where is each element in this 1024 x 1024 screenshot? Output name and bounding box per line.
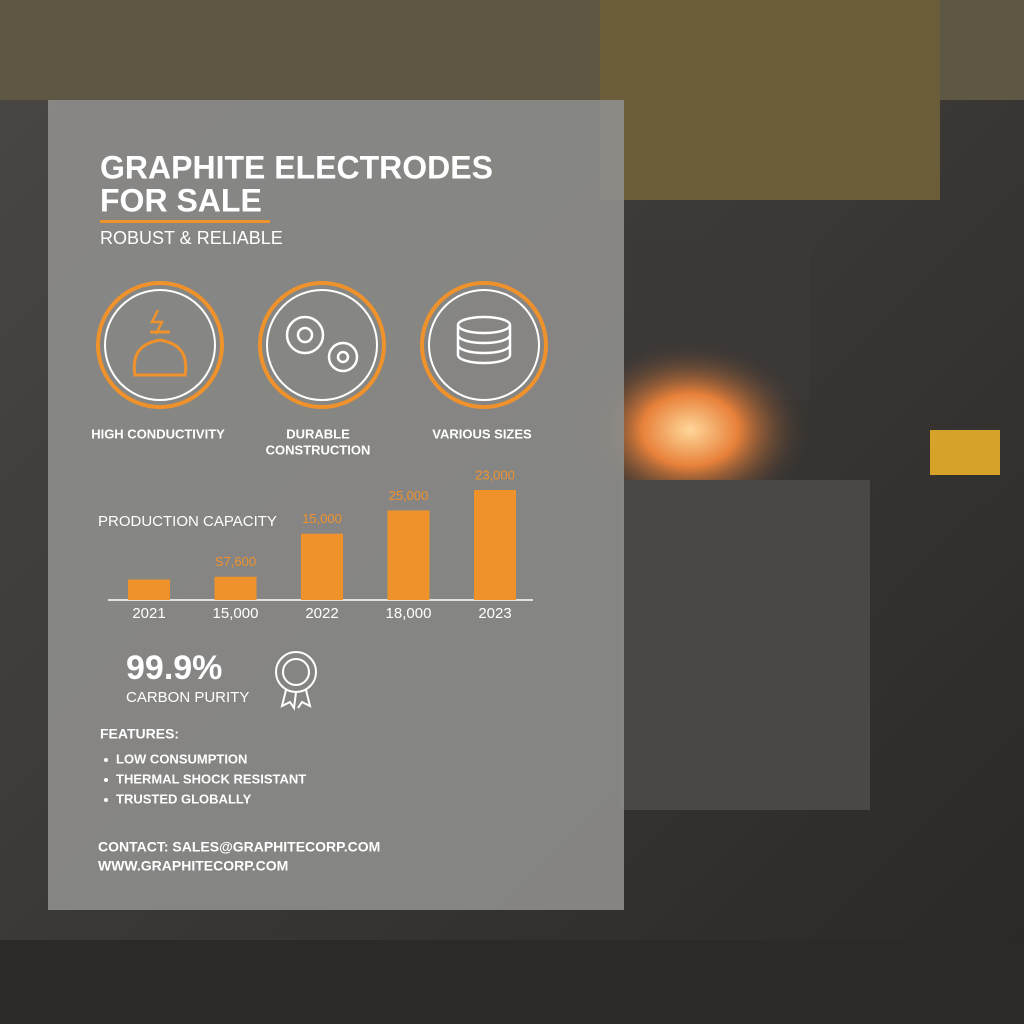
contact: WWW.GRAPHITECORP.COM bbox=[98, 858, 288, 874]
bar-annotation: S7,600 bbox=[215, 554, 256, 569]
icon-label: CONSTRUCTION bbox=[266, 442, 371, 457]
bar bbox=[128, 579, 170, 600]
bar bbox=[214, 576, 257, 600]
underline bbox=[100, 220, 270, 223]
floor bbox=[0, 940, 1024, 1024]
icon-label: VARIOUS SIZES bbox=[432, 426, 532, 441]
bar-annotation: 15,000 bbox=[302, 511, 342, 526]
stat-value: 99.9% bbox=[126, 649, 222, 687]
badge-icon bbox=[275, 651, 317, 711]
x-tick-label: 18,000 bbox=[386, 605, 432, 622]
icon-rings bbox=[96, 281, 548, 409]
gears-icon bbox=[285, 315, 359, 373]
x-tick-label: 2022 bbox=[305, 605, 338, 622]
stat-label: CARBON PURITY bbox=[126, 689, 249, 706]
bar-annotation: 23,000 bbox=[475, 467, 515, 482]
bar bbox=[474, 490, 516, 600]
conductivity-icon bbox=[132, 309, 188, 377]
title: FOR SALE bbox=[100, 182, 262, 218]
feature-item: TRUSTED GLOBALLY bbox=[116, 791, 252, 806]
panel bbox=[48, 100, 624, 910]
x-tick-label: 2023 bbox=[478, 605, 511, 622]
machinery bbox=[600, 0, 940, 200]
subtitle: ROBUST & RELIABLE bbox=[100, 228, 283, 248]
title: GRAPHITE ELECTRODES bbox=[100, 149, 493, 185]
contact: CONTACT: SALES@GRAPHITECORP.COM bbox=[98, 839, 380, 855]
features-heading: FEATURES: bbox=[100, 726, 179, 742]
bar-annotation: 25,000 bbox=[389, 488, 429, 503]
x-tick-label: 15,000 bbox=[213, 605, 259, 622]
feature-item: THERMAL SHOCK RESISTANT bbox=[116, 771, 306, 786]
x-tick-label: 2021 bbox=[132, 605, 165, 622]
bullets bbox=[104, 758, 108, 802]
bar bbox=[301, 533, 343, 600]
machinery bbox=[930, 430, 1000, 475]
icon-label: HIGH CONDUCTIVITY bbox=[91, 426, 225, 441]
icon-label: DURABLE bbox=[286, 426, 350, 441]
bar bbox=[387, 510, 430, 600]
furnace-glow bbox=[570, 340, 810, 520]
sizes-icon bbox=[456, 315, 512, 365]
furnace bbox=[620, 480, 870, 810]
chart-title: PRODUCTION CAPACITY bbox=[98, 513, 277, 530]
feature-item: LOW CONSUMPTION bbox=[116, 751, 247, 766]
icon-rings-inner bbox=[104, 289, 540, 401]
